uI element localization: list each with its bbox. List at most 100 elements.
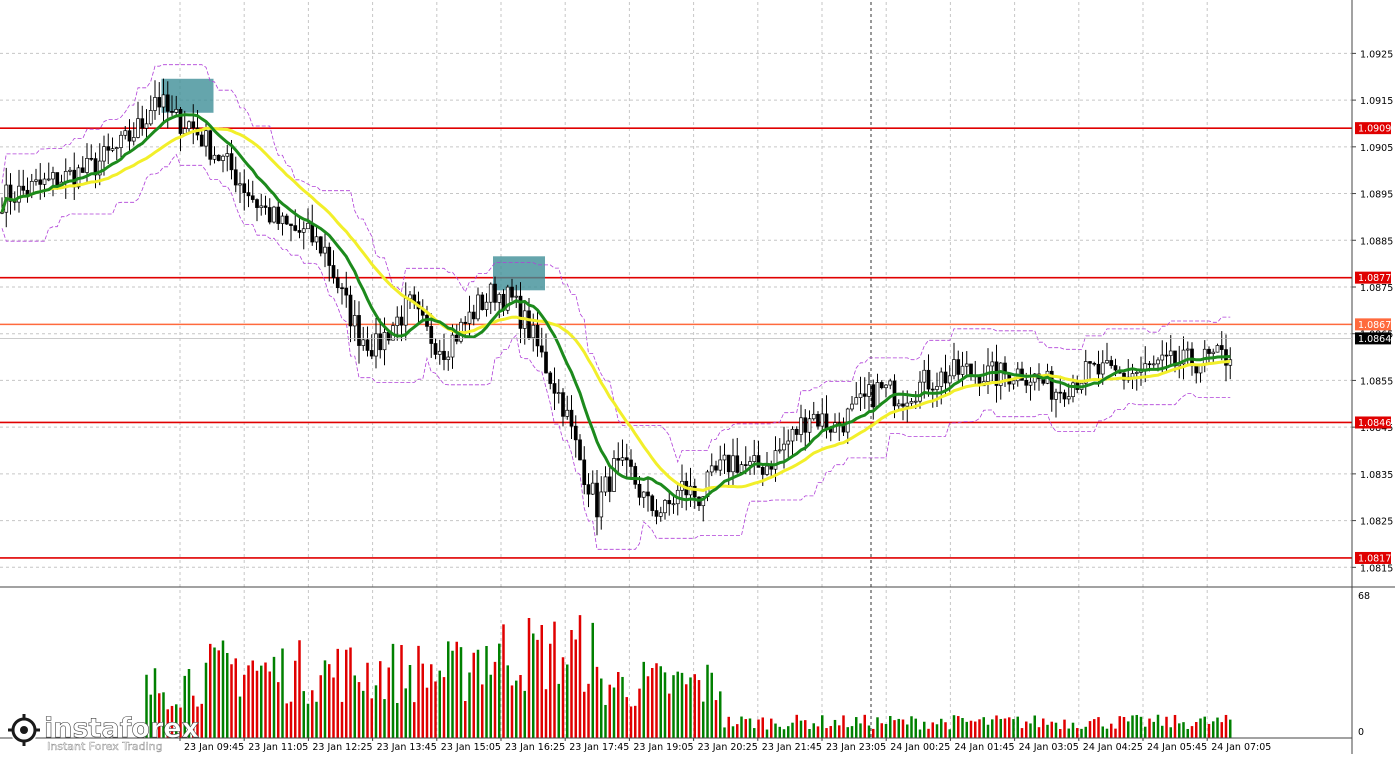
candle-body	[1143, 363, 1148, 370]
candle-body	[165, 94, 170, 112]
candle-body	[692, 485, 697, 498]
candle-body	[161, 94, 166, 108]
candle-body	[816, 413, 820, 427]
candle-body	[34, 179, 38, 182]
candle-body	[909, 401, 914, 404]
candle-body	[582, 459, 587, 485]
brand-logo: instaforex Instant Forex Trading	[8, 713, 199, 753]
candle-body	[21, 185, 26, 191]
candle-body	[297, 230, 302, 233]
candle-body	[1066, 396, 1071, 400]
candle-body	[544, 351, 548, 374]
candle-body	[102, 146, 106, 162]
price-tick-label: 1.0925	[1360, 49, 1393, 60]
candle-body	[136, 118, 140, 138]
candle-body	[726, 454, 731, 473]
candle-body	[1096, 363, 1101, 375]
candle-body	[1194, 365, 1199, 374]
candle-body	[374, 333, 378, 357]
candle-body	[637, 483, 642, 498]
candle-body	[123, 130, 128, 136]
level-tag	[1355, 271, 1391, 284]
candle-body	[46, 178, 51, 181]
level-tag-label: 1.0817	[1358, 553, 1391, 564]
candle-body	[1147, 363, 1152, 366]
candle-body	[807, 418, 812, 433]
candle-body	[569, 409, 574, 427]
candle-body	[442, 350, 446, 360]
volume-bars	[0, 586, 1395, 738]
candle-body	[289, 223, 293, 226]
candle-body	[620, 457, 625, 461]
candle-body	[276, 206, 281, 224]
candle-body	[633, 466, 638, 485]
candle-body	[858, 393, 863, 398]
candle-body	[382, 331, 387, 351]
candle-body	[803, 417, 808, 433]
candle-body	[990, 361, 995, 367]
brand-name: instaforex	[44, 713, 199, 744]
candle-body	[212, 154, 217, 160]
volume-max-label: 68	[1358, 591, 1370, 602]
candle-body	[476, 294, 480, 320]
price-tick-label: 1.0895	[1360, 190, 1393, 201]
candle-body	[352, 315, 357, 327]
candle-body	[960, 365, 965, 375]
price-tick-label: 1.0835	[1360, 470, 1393, 481]
candle-body	[233, 169, 238, 186]
candle-body	[658, 512, 663, 517]
candle-body	[654, 510, 659, 517]
time-tick-label: 23 Jan 16:25	[505, 742, 565, 753]
instaforex-logo-icon	[8, 714, 40, 746]
candle-body	[616, 458, 621, 461]
candle-body	[646, 491, 650, 497]
candle-body	[216, 154, 221, 161]
candle-body	[1092, 362, 1097, 365]
candle-body	[552, 383, 557, 394]
time-tick-label: 23 Jan 13:45	[377, 742, 437, 753]
candle-body	[310, 222, 315, 243]
candle-body	[259, 205, 264, 208]
envelope-upper	[1, 64, 1231, 464]
candle-body	[765, 465, 769, 475]
candle-body	[718, 459, 723, 471]
candle-body	[369, 350, 374, 357]
time-tick-label: 23 Jan 20:25	[698, 742, 758, 753]
candle-body	[178, 109, 183, 134]
candle-body	[888, 380, 893, 386]
candle-body	[335, 277, 340, 289]
candle-body	[8, 184, 13, 202]
candle-body	[1105, 360, 1109, 364]
candle-body	[956, 359, 961, 375]
candle-body	[68, 169, 72, 172]
price-tick-label: 1.0845	[1360, 423, 1393, 434]
level-tag	[1355, 318, 1391, 331]
price-tick-label: 1.0875	[1360, 283, 1393, 294]
grid	[0, 2, 1352, 738]
candle-body	[242, 183, 247, 193]
candle-body	[599, 491, 604, 518]
candle-body	[246, 192, 251, 197]
time-tick-label: 23 Jan 23:05	[826, 742, 886, 753]
candle-body	[450, 334, 455, 358]
candle-body	[782, 443, 786, 451]
candle-body	[106, 146, 111, 151]
candle-body	[131, 137, 136, 142]
candle-body	[1207, 348, 1211, 354]
candle-body	[280, 215, 285, 224]
time-tick-label: 24 Jan 05:45	[1147, 742, 1207, 753]
candle-body	[722, 454, 727, 461]
candle-body	[174, 109, 179, 113]
candle-body	[119, 134, 123, 148]
candle-body	[208, 130, 213, 160]
candle-body	[1164, 354, 1169, 357]
candle-body	[114, 147, 119, 149]
candle-body	[603, 476, 608, 493]
candle-body	[344, 287, 349, 296]
candle-body	[952, 359, 956, 377]
candle-body	[969, 363, 973, 376]
candle-body	[301, 228, 306, 233]
candle-body	[535, 324, 540, 347]
candle-body	[187, 121, 191, 130]
